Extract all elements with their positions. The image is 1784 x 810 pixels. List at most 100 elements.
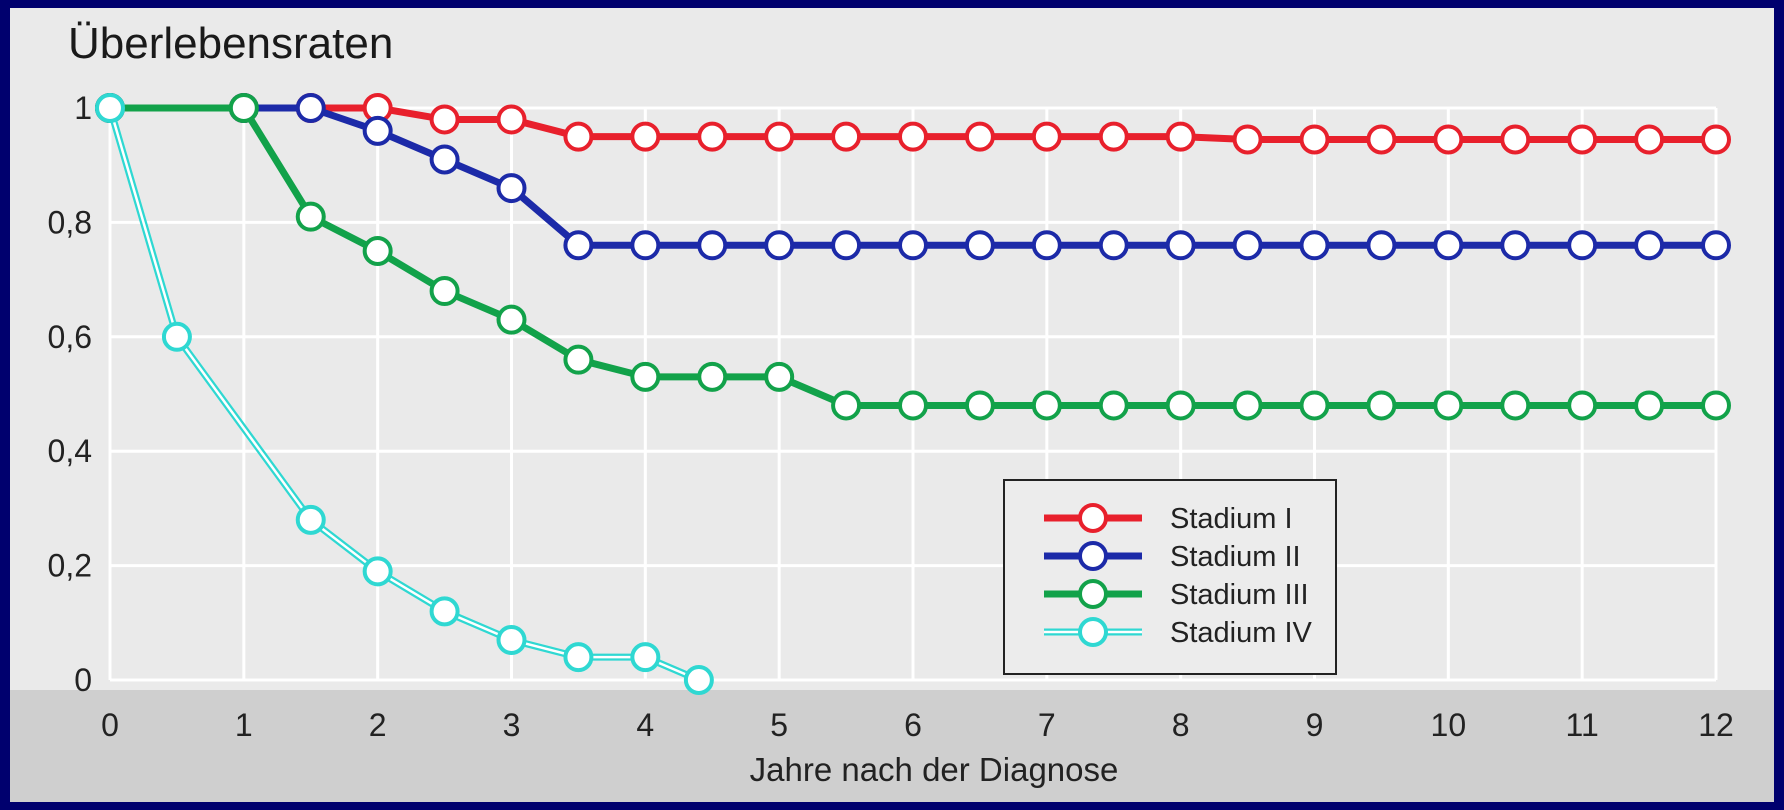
legend: Stadium I Stadium II Stadium III Stadium IV	[1003, 479, 1337, 675]
data-point	[1433, 390, 1464, 421]
data-point	[964, 121, 995, 152]
data-point	[1567, 230, 1598, 261]
data-point	[563, 642, 594, 673]
y-tick-label: 0	[74, 662, 92, 698]
x-tick-label: 2	[369, 707, 387, 743]
data-point	[496, 104, 527, 135]
data-point	[1701, 230, 1731, 261]
x-tick-label: 10	[1431, 707, 1467, 743]
data-point	[898, 121, 928, 152]
chart-title: Überlebensraten	[68, 19, 393, 68]
series-layer	[95, 93, 1731, 695]
x-tick-label: 4	[636, 707, 654, 743]
legend-marker	[1078, 579, 1108, 609]
data-point	[964, 230, 995, 261]
data-point	[1701, 124, 1731, 155]
data-point	[1299, 390, 1330, 421]
data-point	[161, 321, 192, 352]
data-point	[362, 115, 393, 146]
data-point	[630, 361, 661, 392]
data-point	[1031, 230, 1062, 261]
y-tick-label: 0,4	[48, 433, 92, 469]
y-tick-labels: 0 0,2 0,4 0,6 0,8 1	[48, 90, 92, 698]
series-line-outer	[106, 107, 701, 684]
x-tick-label: 12	[1698, 707, 1734, 743]
data-point	[697, 230, 728, 261]
data-point	[1165, 121, 1196, 152]
y-tick-label: 1	[74, 90, 92, 126]
data-point	[362, 556, 393, 587]
data-point	[563, 230, 594, 261]
data-point	[1567, 124, 1598, 155]
data-point	[1366, 230, 1397, 261]
data-point	[898, 230, 928, 261]
data-point	[1500, 124, 1531, 155]
data-point	[831, 121, 862, 152]
legend-label: Stadium III	[1170, 579, 1309, 611]
data-point	[1433, 124, 1464, 155]
x-tick-label: 11	[1566, 707, 1599, 743]
data-point	[1098, 390, 1129, 421]
legend-marker	[1078, 541, 1108, 571]
y-tick-label: 0,2	[48, 548, 92, 584]
data-point	[1634, 230, 1665, 261]
data-point	[764, 121, 795, 152]
series-stadium-iv	[95, 93, 714, 695]
data-point	[362, 236, 393, 266]
x-axis-label: Jahre nach der Diagnose	[750, 751, 1119, 788]
data-point	[1433, 230, 1464, 261]
data-point	[1165, 230, 1196, 261]
data-point	[630, 230, 661, 261]
data-point	[1634, 390, 1665, 421]
legend-entry: Stadium III	[1044, 579, 1309, 611]
legend-label: Stadium II	[1170, 541, 1301, 573]
series-line-inner	[108, 107, 700, 682]
legend-label: Stadium IV	[1170, 617, 1312, 649]
data-point	[630, 121, 661, 152]
data-point	[831, 230, 862, 261]
legend-box	[1003, 479, 1337, 675]
data-point	[1031, 121, 1062, 152]
x-axis-band	[10, 690, 1774, 802]
data-point	[1567, 390, 1598, 421]
data-point	[1366, 124, 1397, 155]
data-point	[1232, 124, 1263, 155]
data-point	[1031, 390, 1062, 421]
data-point	[563, 121, 594, 152]
data-point	[95, 93, 125, 123]
x-tick-label: 3	[503, 707, 521, 743]
data-point	[563, 344, 594, 375]
legend-label: Stadium I	[1170, 503, 1293, 535]
data-point	[429, 276, 460, 307]
x-tick-label: 0	[101, 707, 119, 743]
data-point	[429, 144, 460, 175]
data-point	[1232, 230, 1263, 261]
legend-entry: Stadium II	[1044, 541, 1301, 573]
series-stadium-i	[95, 93, 1731, 155]
x-tick-label: 8	[1172, 707, 1190, 743]
data-point	[764, 361, 795, 392]
data-point	[228, 93, 259, 123]
data-point	[697, 121, 728, 152]
data-point	[1098, 121, 1129, 152]
series-stadium-iii	[95, 93, 1731, 421]
data-point	[1165, 390, 1196, 421]
data-point	[1299, 230, 1330, 261]
legend-entry: Stadium IV	[1044, 617, 1312, 649]
data-point	[1232, 390, 1263, 421]
data-point	[1634, 124, 1665, 155]
data-point	[683, 665, 714, 695]
data-point	[1299, 124, 1330, 155]
legend-entry: Stadium I	[1044, 503, 1293, 535]
data-point	[764, 230, 795, 261]
legend-marker	[1078, 503, 1108, 533]
data-point	[630, 642, 661, 673]
data-point	[496, 173, 527, 204]
data-point	[295, 201, 326, 232]
data-point	[429, 104, 460, 135]
x-tick-label: 7	[1038, 707, 1056, 743]
data-point	[831, 390, 862, 421]
data-point	[1098, 230, 1129, 261]
data-point	[295, 504, 326, 535]
